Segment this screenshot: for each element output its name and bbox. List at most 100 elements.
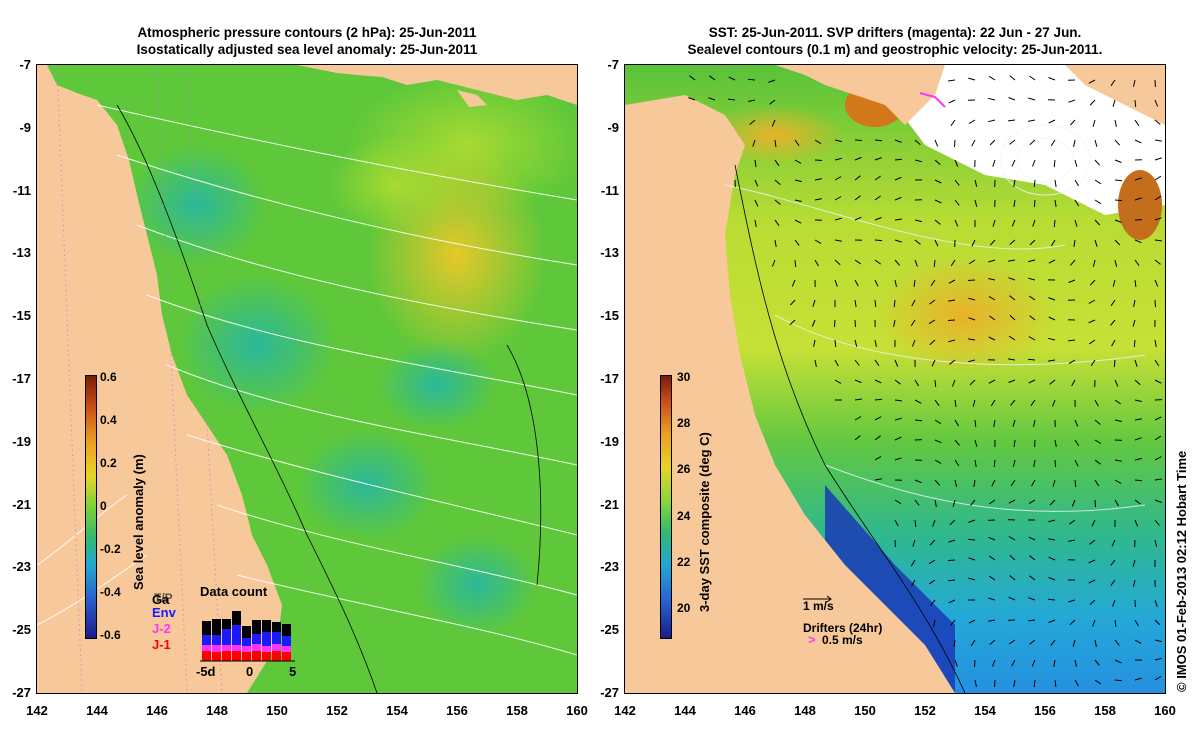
velocity-arrow [950,619,956,626]
velocity-arrow [893,299,896,308]
velocity-arrow [954,479,958,487]
velocity-arrow [1008,379,1016,383]
velocity-arrow [914,479,922,484]
velocity-arrow [954,659,958,667]
data-count-bar-segment [242,626,251,638]
velocity-arrow [1074,459,1079,467]
velocity-arrow [1070,259,1076,266]
velocity-arrow [1068,99,1076,103]
left-title-line1: Atmospheric pressure contours (2 hPa): 2… [137,25,477,40]
velocity-arrow [1154,139,1162,142]
velocity-arrow [1047,598,1056,601]
velocity-arrow [910,319,916,327]
velocity-arrow [1134,437,1142,441]
velocity-arrow [968,577,976,581]
left-y-tick: -21 [12,496,31,512]
velocity-arrow [993,419,996,427]
velocity-arrow [968,297,976,301]
velocity-arrow [1033,679,1036,688]
velocity-arrow [954,179,960,186]
data-count-bars [200,611,295,662]
velocity-arrow [1048,337,1056,341]
velocity-arrow [989,239,996,246]
velocity-arrow [1074,479,1077,488]
velocity-arrow [928,579,936,585]
velocity-arrow [854,195,861,201]
sla-tick-6: -0.6 [100,628,121,642]
velocity-arrow [1053,159,1056,168]
velocity-arrow [968,557,976,561]
velocity-arrow [834,217,842,221]
velocity-arrow [1009,575,1016,581]
velocity-arrow [1134,399,1142,402]
depth-contour [116,104,378,693]
velocity-arrow [1094,239,1098,247]
velocity-arrow [1068,599,1076,603]
velocity-arrow [933,259,936,268]
drifters-scale-icon: > [808,632,816,647]
velocity-arrow [1154,217,1162,221]
velocity-arrow [1048,259,1056,264]
velocity-arrow [1154,539,1158,547]
velocity-arrow [992,219,996,227]
velocity-arrow [970,639,976,647]
velocity-arrow [914,159,922,163]
data-count-bar-segment [252,644,261,651]
velocity-arrow [854,398,862,401]
right-x-tick: 148 [794,703,816,718]
velocity-arrow [1074,199,1080,207]
right-y-tick: -13 [600,245,619,261]
velocity-arrow [774,199,781,205]
velocity-arrow [1028,379,1036,384]
velocity-arrow [1154,379,1162,384]
velocity-arrow [854,379,862,384]
velocity-arrow [894,176,902,181]
velocity-arrow [1088,319,1096,324]
sealevel-contours [724,124,1146,512]
velocity-arrow [1154,416,1162,421]
left-x-tick: 152 [326,703,348,718]
velocity-arrow [1111,539,1116,547]
velocity-arrow [834,339,837,348]
data-count-bar-segment [222,629,231,645]
right-map-frame [624,64,1166,694]
velocity-arrow [874,478,882,481]
velocity-arrow [834,379,842,384]
velocity-arrow [1030,399,1036,406]
velocity-arrow [911,579,916,587]
velocity-arrow [834,279,838,287]
velocity-arrow [1032,219,1036,227]
velocity-arrow [854,416,862,421]
velocity-arrow [1050,139,1056,147]
velocity-arrow [894,239,902,243]
velocity-arrow [1154,478,1162,481]
velocity-arrow [1071,379,1076,387]
left-map [37,65,577,693]
velocity-arrow [752,139,756,147]
velocity-arrow [1088,339,1096,345]
velocity-arrow [1154,119,1161,125]
velocity-arrow [914,259,918,267]
velocity-arrow [1094,679,1102,685]
velocity-arrow [874,259,881,265]
velocity-arrow [1050,639,1056,646]
velocity-arrow [814,239,822,244]
data-count-bar-segment [202,651,211,661]
velocity-arrow [1094,419,1101,425]
velocity-arrow [854,279,859,287]
velocity-arrow [874,239,883,242]
velocity-arrow [967,538,976,541]
right-x-tick: 144 [674,703,696,718]
velocity-arrow [1052,399,1056,407]
velocity-arrow [989,639,996,645]
velocity-arrow [951,379,956,387]
velocity-arrow [874,299,877,308]
velocity-arrow [894,279,897,287]
velocity-arrow [1049,499,1056,506]
velocity-arrow [688,97,696,101]
velocity-arrow [948,339,956,343]
velocity-arrow [1112,279,1116,287]
right-x-tick: 152 [914,703,936,718]
velocity-arrow [874,339,877,347]
velocity-arrow [968,359,976,363]
